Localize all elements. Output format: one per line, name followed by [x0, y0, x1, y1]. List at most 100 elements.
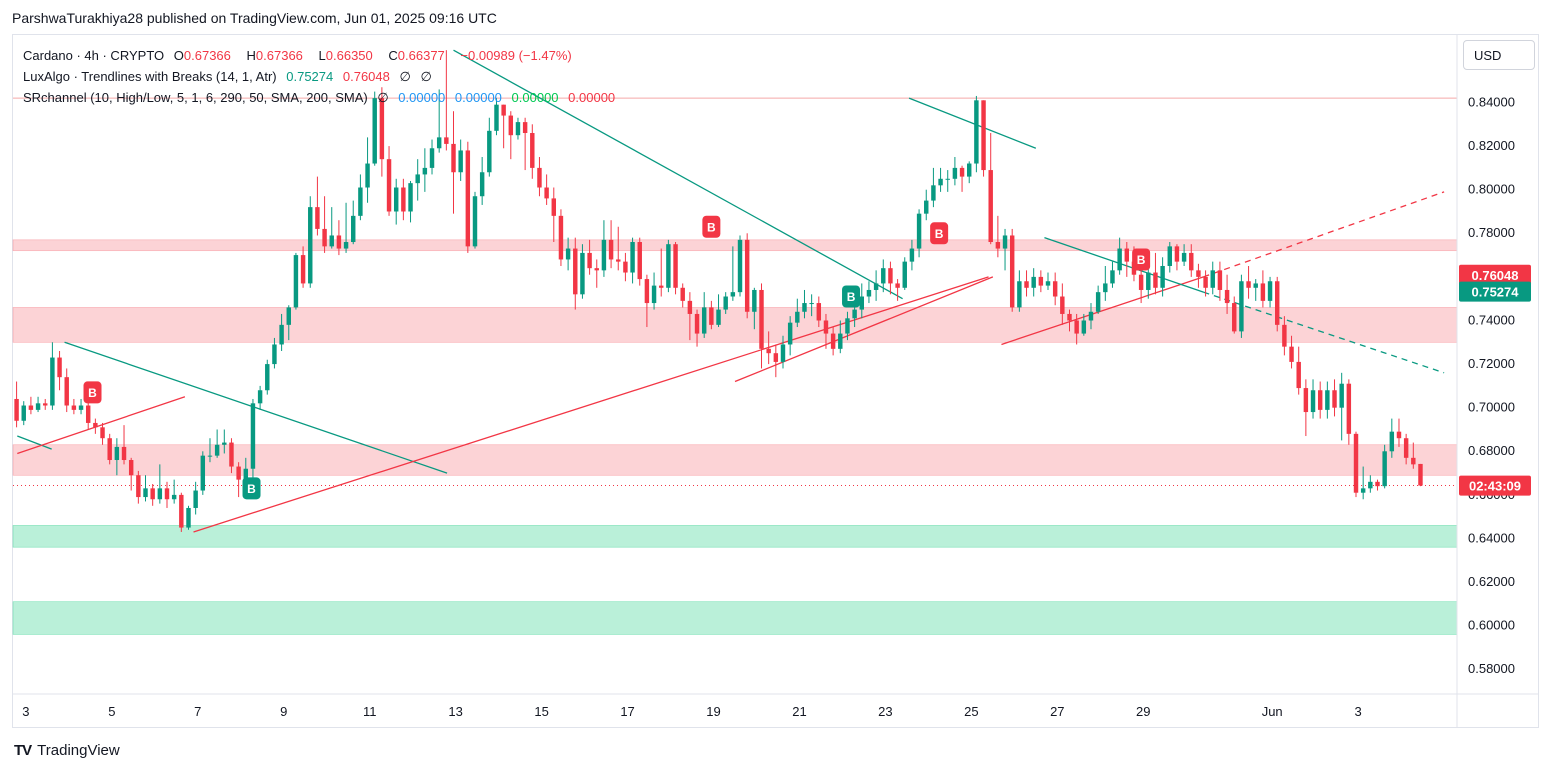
candle [580, 244, 585, 299]
candle [759, 283, 764, 369]
candle [522, 117, 528, 171]
candle [386, 146, 392, 216]
candle [1146, 265, 1151, 299]
candle [379, 87, 385, 177]
candle [343, 202, 349, 253]
candle [1296, 346, 1301, 395]
candle-body [709, 307, 714, 325]
candle-body [1375, 481, 1380, 487]
time-tick-label: 7 [194, 704, 201, 719]
price-tick-label: 0.60000 [1468, 618, 1515, 633]
trendline [453, 49, 903, 300]
time-tick-label: 11 [363, 704, 377, 719]
price-tag-box [1459, 281, 1531, 302]
tradingview-logo-icon: TV [14, 742, 32, 759]
candle [501, 104, 506, 149]
tradingview-footer[interactable]: TV TradingView [14, 742, 120, 759]
candle-body [1088, 311, 1094, 321]
candle [1081, 313, 1087, 336]
candle-body [35, 403, 41, 410]
indicator-name-srchannel[interactable]: SRchannel (10, High/Low, 5, 1, 6, 290, 5… [23, 90, 368, 105]
candle-body [1138, 274, 1144, 290]
candle-body [329, 235, 334, 247]
price-tick-label: 0.80000 [1468, 182, 1515, 197]
candle [257, 385, 263, 410]
candle [315, 176, 320, 236]
candle [1282, 316, 1287, 356]
candle-body [1303, 388, 1309, 413]
candle [1246, 265, 1251, 299]
candle [100, 422, 105, 445]
candle [766, 331, 771, 365]
candle [508, 111, 514, 160]
candle [1346, 379, 1352, 445]
candle-body [236, 466, 241, 480]
high-label: H [246, 48, 256, 63]
price-tag-label: 0.76048 [1472, 268, 1519, 283]
candle [1181, 244, 1187, 266]
price-tick-label: 0.78000 [1468, 225, 1515, 240]
candle [974, 95, 979, 173]
candle [608, 220, 614, 269]
candle-body [838, 333, 843, 349]
candle-body [487, 130, 492, 173]
change-value: −0.00989 (−1.47%) [460, 48, 572, 63]
indicator-row-srchannel[interactable]: SRchannel (10, High/Low, 5, 1, 6, 290, 5… [23, 87, 621, 108]
break-signal-box [842, 285, 861, 308]
candle [1418, 463, 1423, 487]
candle-body [1110, 270, 1115, 284]
candle [594, 259, 599, 288]
candle-body [257, 390, 263, 404]
candle [752, 287, 757, 330]
open-value: 0.67366 [183, 48, 231, 63]
price-tick-label: 0.74000 [1468, 312, 1515, 327]
candle [723, 292, 728, 314]
low-label: L [318, 48, 326, 63]
candle [1045, 272, 1051, 290]
candle [1303, 379, 1309, 437]
candle-body [594, 268, 599, 271]
break-signal-label: B [247, 482, 256, 496]
candle [1024, 270, 1029, 297]
candle [873, 270, 879, 301]
candle-body [737, 239, 743, 293]
candle [515, 117, 521, 140]
candle [787, 316, 793, 356]
candle [21, 401, 26, 426]
candle [479, 156, 485, 205]
candle-body [1296, 361, 1301, 389]
candle-body [107, 438, 112, 461]
candle [823, 313, 829, 349]
candle-body [50, 357, 55, 406]
candle [1317, 381, 1323, 419]
candle [1031, 268, 1036, 297]
candle-body [1282, 324, 1287, 347]
currency-button[interactable]: USD [1463, 40, 1535, 70]
candle-body [1310, 390, 1316, 413]
candle [637, 237, 642, 286]
candle-body [1060, 296, 1065, 314]
candle-body [687, 300, 693, 314]
candle [1360, 466, 1366, 500]
candle [773, 344, 779, 378]
candle [143, 475, 148, 502]
candle-body [558, 215, 564, 260]
break-signal-box [1132, 248, 1151, 271]
trendline [17, 396, 186, 455]
candle [916, 209, 922, 258]
time-tick-label: 13 [448, 704, 462, 719]
candle-body [171, 494, 177, 500]
candle-body [293, 255, 299, 308]
candle-body [1081, 320, 1087, 334]
trendlines-layer [17, 49, 1445, 533]
candle-body [701, 307, 707, 334]
candle-body [1339, 383, 1344, 408]
indicator-row-luxalgo[interactable]: LuxAlgo · Trendlines with Breaks (14, 1,… [23, 66, 621, 87]
candle-body [551, 198, 557, 216]
indicator-name-luxalgo[interactable]: LuxAlgo · Trendlines with Breaks (14, 1,… [23, 69, 277, 84]
ohlc-row[interactable]: Cardano · 4h · CRYPTO O0.67366 H0.67366 … [23, 45, 621, 66]
candle-body [694, 313, 700, 334]
candle [1196, 263, 1201, 288]
symbol-title[interactable]: Cardano · 4h · CRYPTO [23, 48, 165, 63]
